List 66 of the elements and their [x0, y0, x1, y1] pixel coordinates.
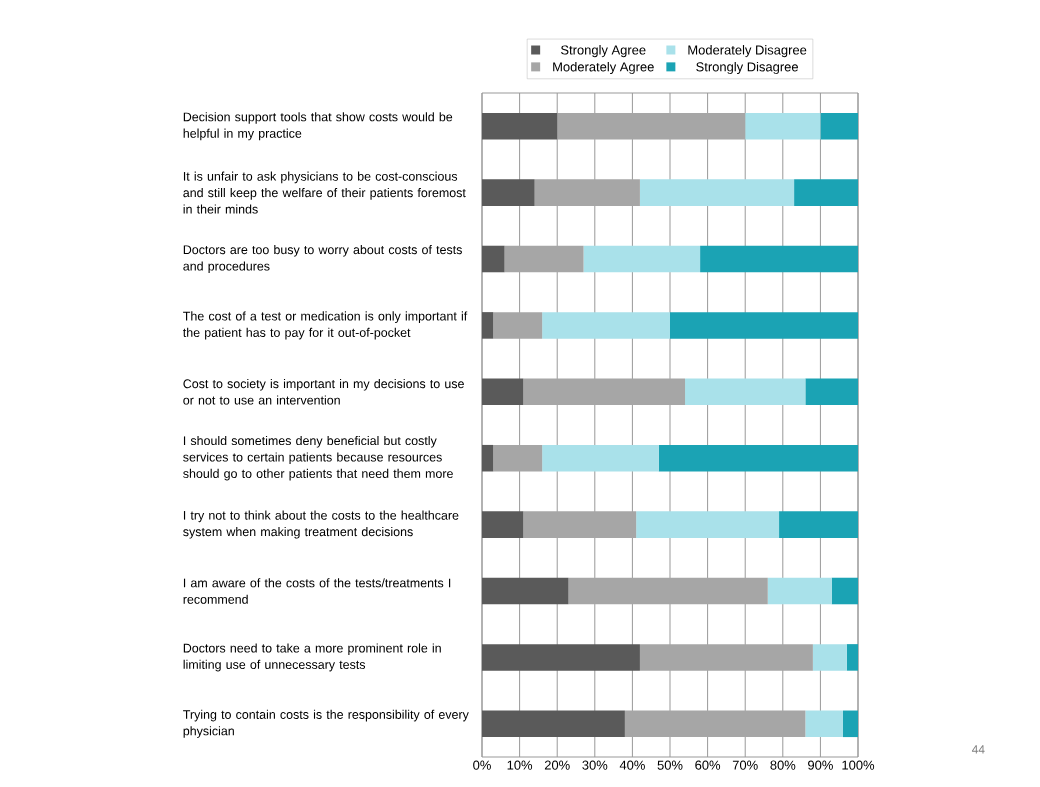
x-tick-label: 40%	[619, 760, 645, 770]
bar	[534, 179, 640, 206]
bar	[805, 710, 843, 738]
y-tick-label: The cost of a test or medication is only important if the patient has to pay for it out-of-pocket	[182, 311, 468, 340]
bar	[636, 511, 780, 538]
bar	[493, 444, 543, 472]
bar	[700, 245, 859, 273]
bar	[639, 179, 795, 206]
x-tick-label: 0%	[473, 760, 491, 770]
bar	[493, 312, 543, 339]
legend-label: Moderately Agree	[553, 61, 654, 74]
bar	[482, 112, 558, 140]
bar	[482, 245, 505, 273]
bar	[542, 312, 670, 339]
bar	[557, 112, 746, 140]
x-tick-label: 100%	[842, 760, 875, 770]
y-tick-label: Doctors are too busy to worry about costs of tests and procedures	[183, 244, 462, 274]
x-tick-label: 30%	[582, 760, 608, 770]
bar	[846, 644, 859, 671]
text: 44	[971, 745, 985, 754]
bar	[523, 378, 686, 406]
y-tick-label: I try not to think about the costs to the healthcare system when making treatment decisions	[183, 510, 459, 539]
y-tick-label: It is unfair to ask physicians to be cost-conscious and still keep the welfare of their patients foremost in their minds	[183, 171, 466, 214]
bar	[624, 710, 806, 738]
bar	[583, 245, 701, 273]
y-tick-label: I should sometimes deny beneficial but costly services to certain patients because resources should go to other patients that need them more	[183, 435, 453, 481]
bar	[482, 312, 494, 339]
bar	[568, 577, 768, 605]
bar	[685, 378, 806, 406]
bar	[482, 577, 569, 605]
bar	[482, 710, 625, 738]
y-tick-label: I am aware of the costs of the tests/treatments I recommend	[183, 578, 451, 604]
x-tick-label: 10%	[507, 760, 533, 770]
bar	[767, 577, 832, 605]
x-tick-label: 50%	[657, 760, 683, 770]
x-tick-label: 80%	[770, 760, 796, 770]
bar	[504, 245, 584, 273]
y-tick-label: Decision support tools that show costs would be helpful in my practice	[183, 112, 453, 141]
bar	[745, 112, 821, 140]
bar	[831, 577, 859, 605]
bar	[482, 511, 524, 538]
x-tick-label: 60%	[695, 760, 721, 770]
bar	[842, 710, 859, 738]
bar	[779, 511, 859, 538]
y-tick-label: Trying to contain costs is the responsibility of every physician	[183, 709, 469, 738]
bar	[805, 378, 859, 406]
bar	[812, 644, 847, 671]
bar	[542, 444, 659, 472]
bar	[639, 644, 813, 671]
y-tick-label: Cost to society is important in my decisions to use or not to use an intervention	[183, 379, 464, 405]
bar	[482, 444, 494, 472]
legend-label: Strongly Agree	[561, 45, 646, 58]
x-tick-label: 70%	[732, 760, 758, 770]
legend-label: Moderately Disagree	[688, 45, 807, 58]
bar	[482, 179, 535, 206]
y-tick-label: Doctors need to take a more prominent role in limiting use of unnecessary tests	[183, 643, 441, 672]
x-tick-label: 20%	[544, 760, 570, 770]
bar	[670, 312, 859, 339]
bar	[794, 179, 859, 206]
bar	[482, 378, 524, 406]
x-tick-label: 90%	[808, 760, 833, 770]
bar	[658, 444, 859, 472]
bar	[482, 644, 640, 671]
bar	[523, 511, 637, 538]
legend-label: Strongly Disagree	[696, 61, 798, 74]
bar	[820, 112, 859, 140]
